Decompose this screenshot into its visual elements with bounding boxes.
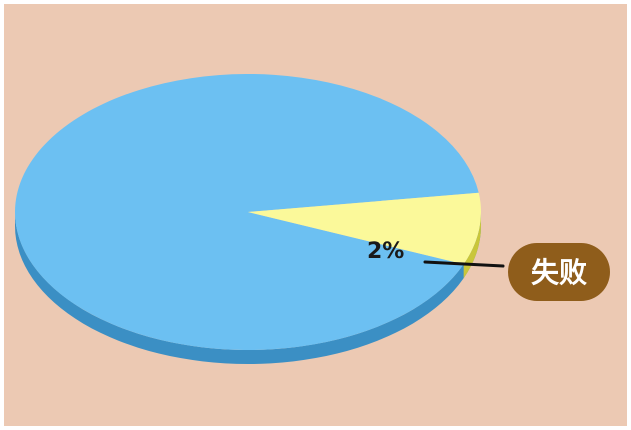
slice-side-failure bbox=[463, 212, 481, 279]
slice-main bbox=[14, 73, 479, 350]
legend-badge bbox=[508, 243, 610, 301]
legend-badge-label: 失败 bbox=[531, 256, 587, 289]
slice-failure bbox=[248, 192, 481, 265]
slice-failure-data-label: 2% bbox=[367, 239, 404, 264]
leader-line bbox=[423, 260, 505, 268]
